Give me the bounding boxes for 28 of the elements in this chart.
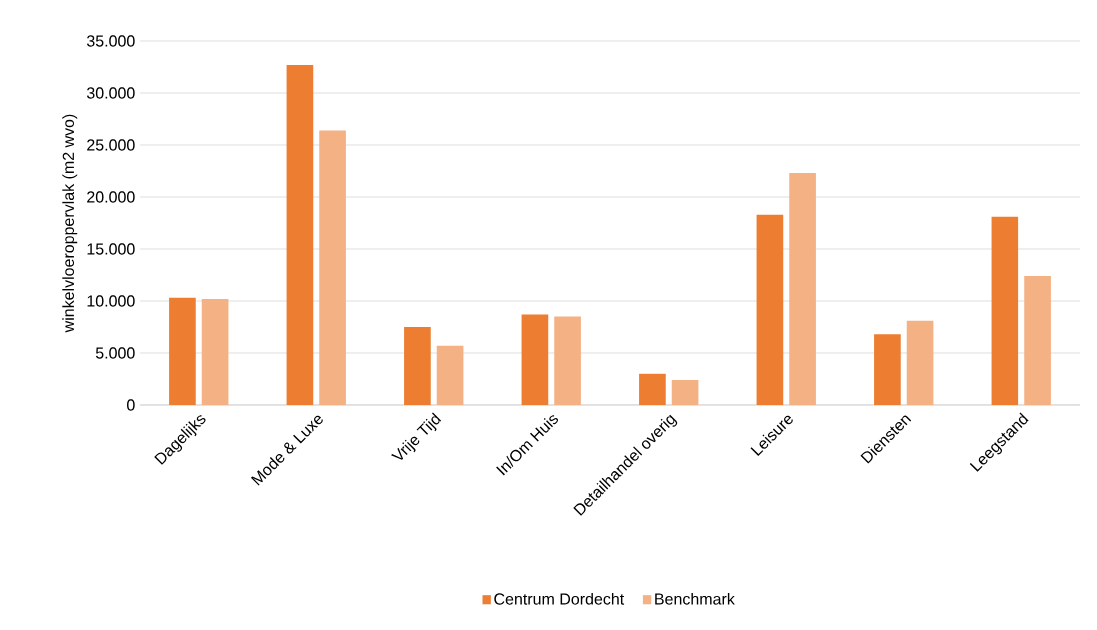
bar [756, 214, 784, 405]
y-tick-label: 5.000 [95, 347, 135, 359]
legend-label: Benchmark [655, 592, 735, 605]
bar [874, 334, 901, 405]
bar [201, 298, 229, 405]
bar [319, 130, 346, 405]
bar [991, 216, 1019, 405]
bar [436, 345, 464, 405]
y-tick-label: 20.000 [87, 191, 135, 203]
x-tick-label: Vrije Tijd [391, 412, 442, 460]
bar [286, 64, 314, 405]
bar [1024, 276, 1051, 405]
bar [554, 316, 581, 405]
y-tick-label: 30.000 [86, 87, 135, 99]
bar [789, 173, 816, 405]
y-tick-label: 15.000 [87, 243, 135, 255]
bar [169, 297, 196, 405]
bar [404, 326, 431, 405]
y-tick-label: 0 [127, 399, 135, 411]
bar [906, 320, 934, 405]
y-tick-label: 10.000 [87, 295, 135, 307]
bar [639, 373, 666, 405]
y-axis-title: winkelvloeroppervlak (m2 wvo) [62, 114, 78, 333]
y-tick-label: 35.000 [86, 35, 135, 47]
y-tick-label: 25.000 [87, 139, 135, 151]
bar [671, 380, 699, 405]
bar [521, 314, 549, 405]
legend-label: Centrum Dordecht [494, 592, 625, 605]
